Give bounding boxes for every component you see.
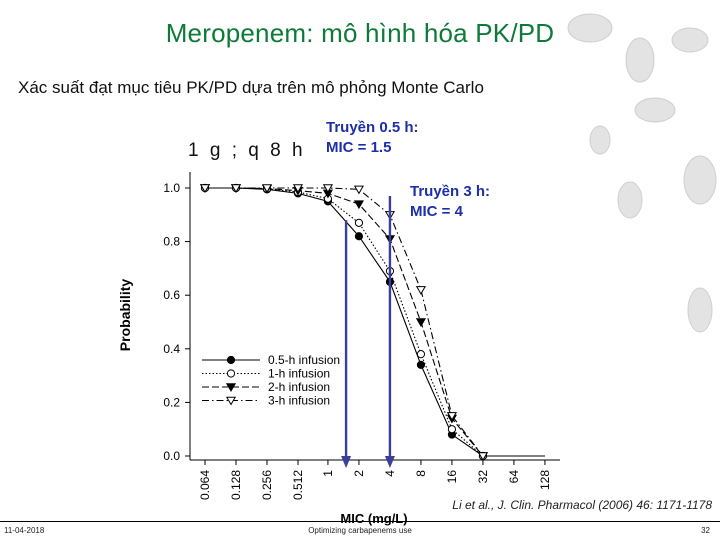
marker-shape	[416, 350, 426, 359]
x-tick-label: 0.256	[260, 470, 274, 500]
mic-arrow-head	[341, 456, 352, 468]
series-point	[322, 184, 334, 193]
series-line-3-h-infusion	[205, 187, 545, 457]
marker-shape	[226, 355, 236, 365]
marker-shape	[225, 396, 237, 406]
series-point	[415, 318, 427, 327]
callout-3h-infusion: Truyền 3 h: MIC = 4	[410, 183, 491, 220]
x-axis-label: MIC (mg/L)	[340, 511, 407, 526]
x-tick-label: 4	[383, 470, 397, 477]
mic-arrow-head	[384, 456, 395, 468]
marker-shape	[354, 232, 364, 241]
series-point	[416, 360, 426, 369]
x-tick-label: 8	[414, 470, 428, 477]
marker-shape	[353, 200, 365, 210]
y-axis-label: Probability	[117, 279, 133, 352]
y-tick-label: 0.0	[163, 449, 180, 463]
series-point	[415, 286, 427, 295]
x-tick-label: 128	[538, 470, 552, 490]
series-point	[353, 185, 365, 195]
dose-regimen-label: 1 g ; q 8 h	[188, 140, 306, 161]
series-point	[230, 184, 242, 193]
marker-shape	[225, 383, 237, 392]
series-point	[353, 200, 365, 210]
x-tick-label: 16	[445, 470, 459, 484]
marker-shape	[230, 184, 242, 193]
footer-divider	[0, 521, 720, 522]
marker-shape	[226, 369, 236, 378]
series-point	[354, 218, 364, 227]
figure-panel	[118, 148, 570, 526]
legend-marker	[225, 396, 237, 406]
legend-marker	[226, 369, 236, 378]
legend-marker	[225, 383, 237, 392]
x-tick-label: 32	[476, 470, 490, 484]
page-number: 32	[701, 526, 710, 535]
footer-title: Optimizing carbapenems use	[308, 526, 412, 535]
series-point	[199, 184, 211, 193]
marker-shape	[353, 185, 365, 195]
y-tick-label: 0.4	[163, 342, 180, 356]
marker-shape	[416, 360, 426, 369]
legend-label: 2-h infusion	[268, 380, 330, 394]
marker-shape	[322, 184, 334, 193]
y-tick-label: 0.8	[163, 235, 180, 249]
marker-shape	[292, 184, 304, 193]
x-tick-label: 0.512	[291, 470, 305, 500]
series-point	[477, 452, 489, 461]
series-point	[446, 412, 458, 421]
slide-title: Meropenem: mô hình hóa PK/PD	[165, 18, 555, 48]
legend-label: 0.5-h infusion	[268, 353, 340, 367]
marker-shape	[415, 318, 427, 327]
series-point	[416, 350, 426, 359]
y-tick-label: 0.6	[163, 288, 180, 302]
footer-date: 11-04-2018	[4, 526, 45, 535]
x-tick-label: 0.128	[229, 470, 243, 500]
marker-shape	[261, 184, 273, 193]
marker-shape	[354, 218, 364, 227]
marker-shape	[477, 452, 489, 461]
x-tick-label: 0.064	[198, 470, 212, 500]
marker-shape	[415, 286, 427, 295]
series-point	[354, 232, 364, 241]
x-tick-label: 1	[321, 470, 335, 477]
y-tick-label: 1.0	[163, 181, 180, 195]
y-tick-label: 0.2	[163, 395, 180, 409]
slide-subtitle: Xác suất đạt mục tiêu PK/PD dựa trên mô …	[18, 78, 484, 97]
callout-0.5h-infusion: Truyền 0.5 h: MIC = 1.5	[326, 119, 419, 156]
citation: Li et al., J. Clin. Pharmacol (2006) 46:…	[452, 498, 712, 512]
marker-shape	[199, 184, 211, 193]
legend-label: 3-h infusion	[268, 394, 330, 408]
legend-marker	[226, 355, 236, 365]
legend-label: 1-h infusion	[268, 367, 330, 381]
x-tick-label: 64	[507, 470, 521, 484]
x-tick-label: 2	[352, 470, 366, 477]
marker-shape	[446, 412, 458, 421]
series-point	[447, 425, 457, 434]
series-point	[261, 184, 273, 193]
marker-shape	[447, 425, 457, 434]
series-point	[292, 184, 304, 193]
